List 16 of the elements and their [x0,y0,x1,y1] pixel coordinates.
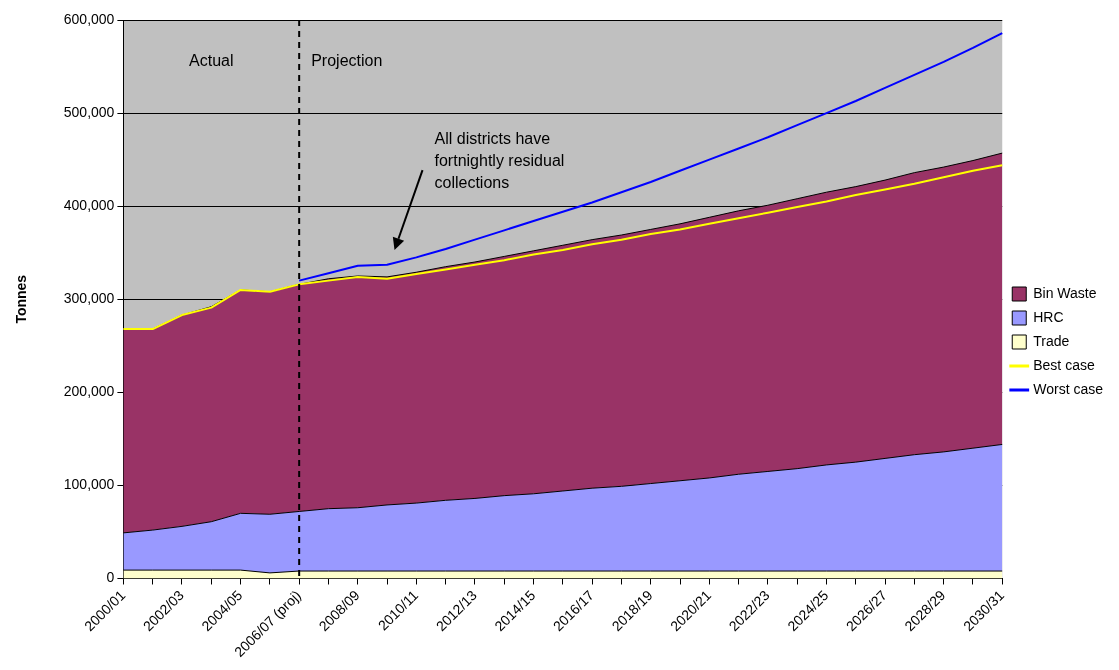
y-tick-label: 100,000 [63,476,115,493]
legend-label: Worst case [1033,380,1104,397]
y-tick-label: 300,000 [63,290,115,307]
legend-label: Trade [1033,332,1070,349]
y-tick-label: 500,000 [63,103,115,120]
annotation: Actual [189,52,234,70]
y-tick-label: 200,000 [63,383,115,400]
y-tick-label: 400,000 [63,197,115,214]
legend-label: Best case [1033,356,1095,373]
y-tick-label: 600,000 [63,10,115,27]
legend-label: Bin Waste [1033,284,1097,301]
legend-label: HRC [1033,308,1064,325]
annotation: Projection [311,52,383,70]
annotation: All districts have fortnightly residual collections [434,130,565,192]
y-tick-label: 0 [106,569,115,586]
y-axis-title: Tonnes [13,274,30,324]
